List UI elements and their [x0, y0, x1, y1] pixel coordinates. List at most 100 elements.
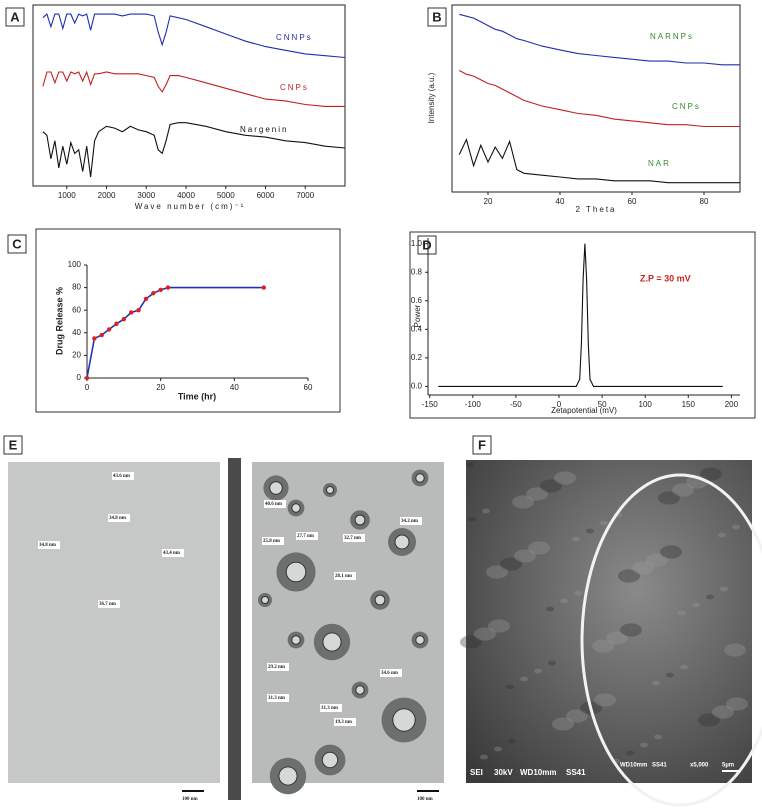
x-tick-label: 0	[557, 400, 562, 409]
y-tick-label: 20	[72, 351, 81, 360]
data-point	[106, 327, 112, 332]
sem-texture	[540, 479, 562, 493]
panel-label: D	[422, 237, 431, 252]
sem-texture	[726, 697, 748, 711]
size-annotation: 43.4 nm	[163, 551, 181, 556]
sem-texture	[500, 557, 522, 571]
data-point	[129, 310, 134, 315]
sem-info: WD10mm	[520, 768, 556, 777]
y-axis-label: Intensity (a.u.)	[427, 72, 436, 123]
sem-texture	[560, 598, 568, 604]
sem-texture	[554, 471, 576, 485]
size-annotation: 34.2 nm	[401, 519, 419, 524]
panel-label-box	[5, 7, 25, 27]
particle	[278, 766, 298, 786]
y-tick-label: 0.2	[411, 353, 423, 362]
y-tick-label: 0.0	[411, 382, 423, 391]
sem-texture	[494, 746, 502, 752]
particle	[415, 635, 425, 645]
size-tag	[267, 663, 289, 671]
series-label: Nargenin	[240, 125, 288, 134]
data-point	[261, 285, 266, 290]
x-tick-label: 6000	[257, 191, 275, 200]
data-point	[158, 287, 163, 293]
size-tag	[320, 704, 342, 712]
size-tag	[38, 541, 60, 549]
scale-label: 100 nm	[417, 797, 434, 802]
data-point	[121, 317, 127, 322]
annotation: Z.P = 30 mV	[640, 273, 691, 283]
sem-texture	[586, 528, 594, 534]
y-tick-label: 80	[72, 283, 81, 292]
series-label: CNPs	[280, 83, 309, 92]
sem-texture	[546, 606, 554, 612]
sem-texture	[526, 487, 548, 501]
sem-texture	[474, 627, 496, 641]
particle	[261, 596, 269, 604]
data-point	[143, 296, 149, 302]
sem-texture	[732, 524, 740, 530]
panel-label-box	[427, 7, 447, 27]
sem-texture	[566, 709, 588, 723]
size-tag	[400, 517, 422, 525]
sem-texture	[672, 483, 694, 497]
panel-label-box	[3, 435, 23, 455]
data-line	[438, 243, 723, 387]
particle	[392, 708, 416, 732]
size-tag	[267, 694, 289, 702]
data-point	[99, 332, 104, 338]
sem-texture	[572, 536, 580, 542]
y-tick-label: 100	[68, 260, 82, 269]
size-tag	[98, 600, 120, 608]
x-tick-label: 1000	[58, 191, 76, 200]
size-tag	[334, 718, 356, 726]
sem-texture	[678, 610, 686, 616]
x-tick-label: -50	[510, 400, 522, 409]
x-tick-label: 4000	[177, 191, 195, 200]
x-tick-label: -150	[422, 400, 439, 409]
sem-info: WD10mm	[620, 763, 647, 769]
y-tick-label: 1.0	[411, 239, 423, 248]
size-annotation: 36.7 nm	[99, 602, 117, 607]
sem-texture	[700, 467, 722, 481]
y-tick-label: 0	[77, 373, 82, 382]
size-tag	[262, 537, 284, 545]
panel-label: A	[10, 9, 20, 24]
series-line	[458, 70, 740, 128]
sem-texture	[654, 734, 662, 740]
sem-texture	[468, 516, 476, 522]
sem-texture	[658, 491, 680, 505]
data-point	[92, 336, 97, 341]
panel-frame	[35, 228, 341, 413]
panel-label: E	[9, 437, 18, 452]
particle	[415, 473, 425, 483]
data-point	[136, 308, 141, 313]
x-axis-label: Wave number (cm)⁻¹	[135, 202, 246, 211]
sem-texture	[724, 643, 746, 657]
series-line	[42, 70, 345, 107]
sem-texture	[666, 672, 674, 678]
particle	[291, 503, 301, 513]
x-tick-label: 5000	[217, 191, 235, 200]
size-annotation: 28.1 nm	[335, 574, 353, 579]
particle	[374, 594, 386, 606]
y-tick-label: 0.6	[411, 296, 423, 305]
sem-texture	[508, 738, 516, 744]
x-tick-label: 0	[85, 383, 90, 392]
panel-label: C	[12, 236, 22, 251]
panel-label: B	[432, 9, 441, 24]
sem-texture	[520, 676, 528, 682]
sem-texture	[482, 508, 490, 514]
sem-texture	[552, 717, 574, 731]
panel-label: F	[478, 437, 486, 452]
sem-texture	[718, 532, 726, 538]
size-annotation: 34.8 nm	[39, 543, 57, 548]
size-tag	[334, 572, 356, 580]
sem-texture	[698, 713, 720, 727]
size-tag	[296, 532, 318, 540]
series-label: NAR	[648, 159, 671, 168]
sem-info: SS41	[566, 768, 586, 777]
panel-label-box	[472, 435, 492, 455]
sem-texture	[660, 545, 682, 559]
size-annotation: 31.3 nm	[268, 696, 286, 701]
